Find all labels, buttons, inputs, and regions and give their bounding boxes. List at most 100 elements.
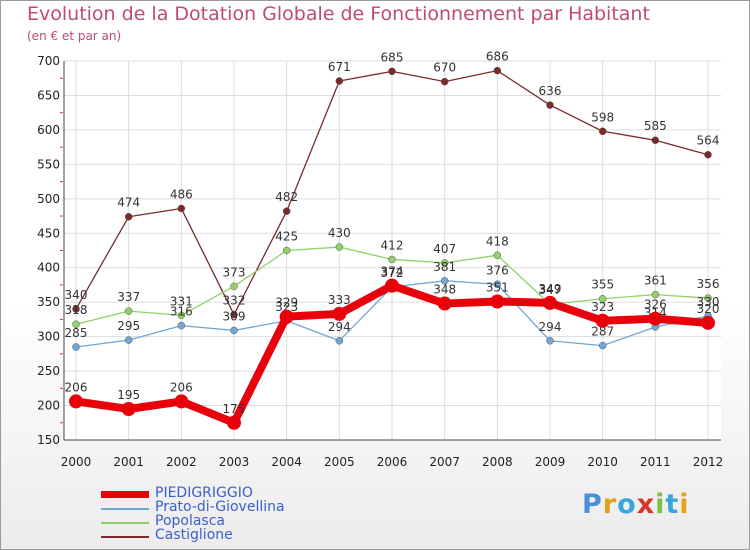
data-point [437, 296, 452, 311]
x-tick-label: 2000 [61, 455, 92, 469]
data-point [490, 294, 505, 309]
series-piedigriggio: 206 195 206 175 329 333 374 348 351 349 323 326 320 [65, 265, 720, 430]
data-label: 340 [65, 288, 88, 302]
data-point [546, 337, 554, 345]
data-label: 418 [486, 234, 509, 248]
y-tick-label: 350 [37, 295, 60, 309]
data-label: 294 [539, 320, 562, 334]
data-point [279, 309, 294, 324]
data-point [282, 246, 291, 255]
logo-letter: t [665, 489, 680, 520]
data-point [335, 337, 344, 345]
data-label: 671 [328, 60, 351, 74]
data-label: 372 [381, 266, 404, 280]
data-label: 316 [170, 305, 193, 319]
x-tick-label: 2003 [219, 455, 250, 469]
data-point [230, 310, 238, 319]
data-label: 361 [644, 274, 667, 288]
logo-letter: r [602, 489, 618, 520]
x-tick-label: 2009 [535, 455, 566, 469]
data-label: 585 [644, 119, 667, 133]
data-point [493, 251, 502, 260]
data-point [701, 315, 715, 330]
data-point [177, 321, 186, 330]
y-tick-label: 650 [37, 88, 60, 102]
data-label: 355 [591, 278, 614, 292]
data-label: 349 [539, 282, 562, 296]
data-label: 320 [697, 302, 720, 316]
data-label: 206 [170, 380, 193, 394]
legend-label: PIEDIGRIGGIO [155, 485, 253, 501]
logo-letter: x [636, 489, 656, 520]
data-point [440, 77, 449, 86]
logo-letter: i [655, 489, 666, 520]
data-point [121, 401, 136, 416]
data-point [124, 212, 133, 221]
data-label: 412 [381, 238, 404, 252]
data-label: 329 [275, 296, 298, 310]
data-label: 175 [223, 402, 246, 416]
chart-subtitle: (en € et par an) [27, 29, 122, 43]
x-tick-label: 2008 [482, 455, 513, 469]
legend-label: Castiglione [155, 527, 233, 543]
data-label: 323 [275, 300, 298, 314]
data-point [388, 67, 396, 76]
data-point [704, 150, 712, 159]
data-label: 309 [223, 309, 246, 323]
data-point [385, 278, 399, 293]
data-point [282, 207, 291, 215]
data-label: 407 [433, 242, 456, 256]
data-label: 337 [117, 290, 140, 304]
data-label: 294 [328, 320, 351, 334]
data-label: 486 [170, 187, 193, 201]
y-tick-label: 300 [37, 330, 60, 344]
legend-swatch [101, 508, 149, 510]
data-label: 287 [591, 325, 614, 339]
data-point [177, 204, 186, 213]
data-point [595, 313, 610, 328]
data-label: 351 [486, 280, 509, 294]
y-tick-label: 700 [37, 54, 60, 68]
data-point [335, 77, 344, 85]
data-point [124, 307, 133, 315]
data-point [388, 255, 396, 264]
data-label: 425 [275, 230, 298, 244]
data-label: 323 [591, 300, 614, 314]
y-tick-label: 200 [37, 399, 60, 413]
x-tick-label: 2011 [640, 455, 671, 469]
x-tick-label: 2004 [271, 455, 302, 469]
data-label: 381 [433, 260, 456, 274]
data-label: 356 [697, 277, 720, 291]
y-tick-label: 600 [37, 123, 60, 137]
data-point [493, 66, 502, 75]
data-label: 326 [644, 298, 667, 312]
data-point [440, 259, 449, 267]
data-label: 331 [170, 294, 193, 308]
data-label: 685 [381, 50, 404, 64]
data-point [651, 136, 660, 144]
data-point [598, 294, 607, 303]
legend-swatch [101, 491, 149, 498]
data-label: 686 [486, 50, 509, 64]
data-point [227, 415, 241, 430]
data-point [177, 311, 186, 320]
x-tick-label: 2006 [377, 455, 408, 469]
data-point [124, 336, 133, 344]
y-tick-label: 450 [37, 226, 60, 240]
data-point [72, 320, 80, 328]
data-label: 474 [117, 196, 140, 210]
y-tick-label: 500 [37, 192, 60, 206]
data-label: 295 [117, 319, 140, 333]
data-label: 376 [486, 263, 509, 277]
data-point [704, 294, 712, 302]
data-label: 318 [65, 303, 88, 317]
data-point [546, 101, 554, 109]
data-point [543, 295, 557, 310]
x-tick-label: 2012 [693, 455, 724, 469]
data-point [648, 311, 663, 326]
proxiti-logo: Proxiti [582, 489, 690, 520]
data-label: 374 [381, 265, 404, 279]
legend-swatch [101, 536, 149, 538]
y-tick-label: 250 [37, 364, 60, 378]
